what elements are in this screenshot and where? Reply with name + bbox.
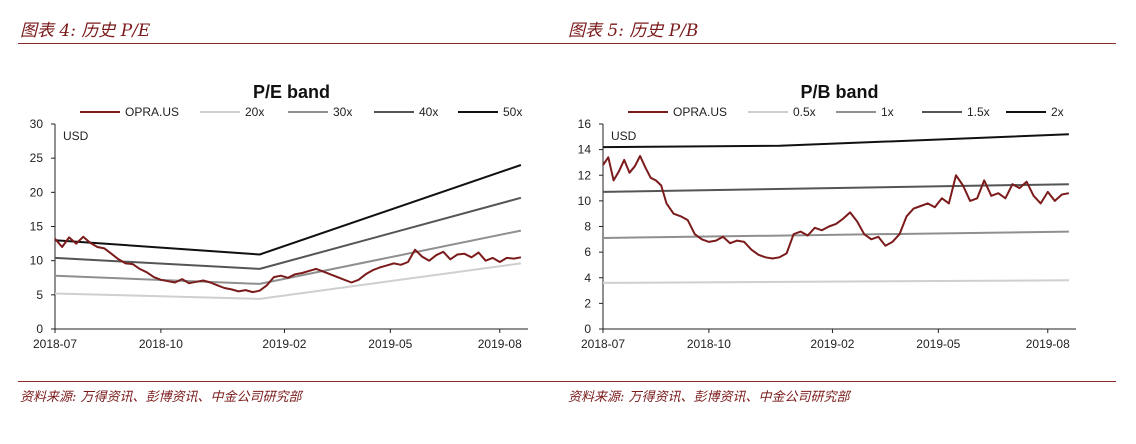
- title-divider: [566, 43, 1116, 44]
- source-divider: [18, 381, 568, 382]
- legend-label: 40x: [419, 105, 438, 119]
- x-tick-label: 2019-08: [478, 337, 522, 351]
- series-line-1x: [602, 230, 1069, 239]
- x-tick-label: 2019-05: [368, 337, 412, 351]
- y-tick-label: 16: [578, 117, 592, 131]
- unit-label: USD: [63, 129, 89, 143]
- legend-label: 1x: [881, 105, 894, 119]
- series-line-30x: [54, 229, 522, 285]
- x-tick-label: 2018-07: [33, 337, 77, 351]
- source-note: 资料来源: 万得资讯、彭博资讯、中金公司研究部: [568, 390, 850, 405]
- figure-title: 图表 4: 历史 P/E: [20, 21, 151, 41]
- series-line-20x: [54, 262, 522, 300]
- y-tick-label: 5: [36, 288, 43, 302]
- y-tick-label: 4: [584, 271, 591, 285]
- x-tick-label: 2018-10: [687, 337, 731, 351]
- x-tick-label: 2018-10: [139, 337, 183, 351]
- title-divider: [18, 43, 568, 44]
- chart-title: P/E band: [253, 82, 330, 102]
- legend-label: 30x: [333, 105, 352, 119]
- y-tick-label: 25: [30, 151, 44, 165]
- y-tick-label: 0: [36, 322, 43, 336]
- x-tick-label: 2019-02: [810, 337, 854, 351]
- figure-title: 图表 5: 历史 P/B: [568, 21, 699, 41]
- source-note: 资料来源: 万得资讯、彭博资讯、中金公司研究部: [20, 390, 302, 405]
- x-tick-label: 2019-08: [1026, 337, 1070, 351]
- series-line-2x: [602, 133, 1069, 149]
- legend-label: OPRA.US: [125, 105, 179, 119]
- y-tick-label: 0: [584, 322, 591, 336]
- x-tick-label: 2019-05: [916, 337, 960, 351]
- legend-label: 0.5x: [793, 105, 816, 119]
- series-line-50x: [54, 164, 522, 256]
- y-tick-label: 20: [30, 185, 44, 199]
- source-divider: [566, 381, 1116, 382]
- series-line-1-5x: [602, 183, 1069, 193]
- series-line-0-5x: [602, 279, 1069, 284]
- y-tick-label: 10: [578, 194, 592, 208]
- pb-band-chart: P/B band OPRA.US 0.5x 1x 1.5x 2x 0 2 4 6 8 10 12 14 16…: [578, 82, 1076, 351]
- y-tick-label: 10: [30, 254, 44, 268]
- x-tick-label: 2019-02: [262, 337, 306, 351]
- y-tick-label: 12: [578, 168, 592, 182]
- legend-label: 50x: [503, 105, 522, 119]
- legend-label: 2x: [1051, 105, 1064, 119]
- pe-band-chart: P/E band OPRA.US 20x 30x 40x 50x 0 5 10 15 20 25 30 2…: [30, 82, 528, 351]
- x-tick-label: 2018-07: [581, 337, 625, 351]
- legend-label: OPRA.US: [673, 105, 727, 119]
- unit-label: USD: [611, 129, 637, 143]
- y-tick-label: 8: [584, 220, 591, 234]
- pb-panel: 图表 5: 历史 P/B P/B band OPRA.US 0.5x 1x 1.5x 2x…: [566, 0, 1116, 444]
- y-tick-label: 30: [30, 117, 44, 131]
- y-tick-label: 6: [584, 245, 591, 259]
- chart-title: P/B band: [800, 82, 878, 102]
- legend-label: 20x: [245, 105, 264, 119]
- series-line-opra-us: [602, 155, 1070, 260]
- legend-label: 1.5x: [967, 105, 990, 119]
- y-tick-label: 2: [584, 296, 591, 310]
- y-tick-label: 14: [578, 143, 592, 157]
- y-tick-label: 15: [30, 220, 44, 234]
- series-line-opra-us: [54, 235, 522, 294]
- pe-panel: 图表 4: 历史 P/E P/E band OPRA.US 20x 30x 40x 50x…: [18, 0, 568, 444]
